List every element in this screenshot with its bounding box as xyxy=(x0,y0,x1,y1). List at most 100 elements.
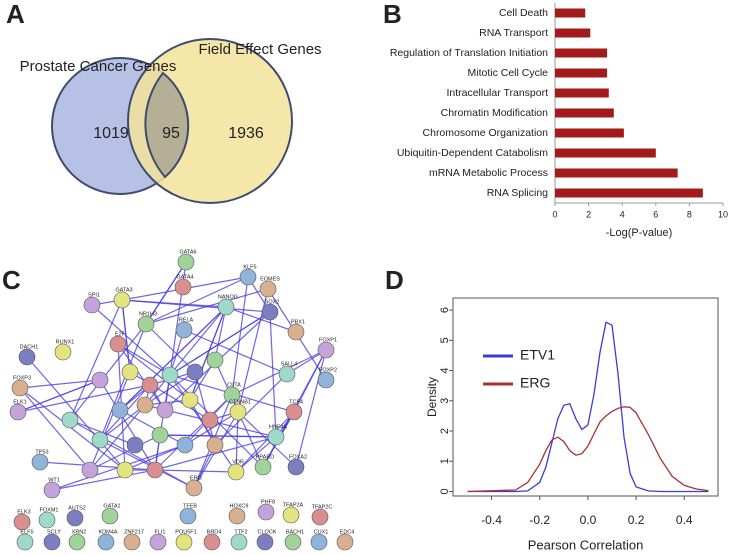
edge xyxy=(184,411,239,446)
y-tick-label: 6 xyxy=(439,307,451,313)
node-label: BACH1 xyxy=(286,529,304,535)
edge xyxy=(117,343,191,401)
panel-label: A xyxy=(6,0,25,29)
node xyxy=(185,479,203,497)
y-tick-label: 1 xyxy=(439,458,451,464)
y-tick-label: Chromosome Organization xyxy=(423,127,549,139)
node xyxy=(136,396,154,414)
node-label: GATA4 xyxy=(176,274,193,280)
edge xyxy=(269,311,277,438)
node xyxy=(259,280,277,298)
edge xyxy=(99,323,147,441)
venn-overlap xyxy=(144,71,190,179)
bar xyxy=(555,188,703,198)
node xyxy=(227,463,245,481)
node xyxy=(113,291,131,309)
bar xyxy=(555,88,609,98)
node xyxy=(81,461,99,479)
panel-label: D xyxy=(385,265,404,295)
y-tick-label: Chromatin Modification xyxy=(441,107,549,119)
node xyxy=(284,533,302,551)
node xyxy=(31,453,49,471)
x-tick-label: -0.2 xyxy=(529,513,550,527)
y-tick-label: RNA Transport xyxy=(479,27,548,39)
edge xyxy=(293,349,327,413)
node-label: TFAP2A xyxy=(283,502,304,508)
node-label: SALL4 xyxy=(281,361,298,367)
node xyxy=(278,365,296,383)
node-label: XRN2 xyxy=(72,529,87,535)
node-label: CIITA xyxy=(227,382,241,388)
edge xyxy=(235,436,277,473)
node-label: TFEB xyxy=(183,503,197,509)
bar xyxy=(555,68,608,78)
edge xyxy=(121,299,131,373)
bar xyxy=(555,8,586,18)
node xyxy=(267,428,285,446)
venn-set-label: Field Effect Genes xyxy=(198,41,321,58)
node-label: RELA xyxy=(179,317,194,323)
node-label: ZNF217 xyxy=(124,529,144,535)
node xyxy=(13,513,31,531)
panel-label: B xyxy=(383,0,402,29)
edge xyxy=(231,276,249,396)
node xyxy=(285,403,303,421)
line-series xyxy=(467,321,709,493)
node-label: FOXM1 xyxy=(40,507,59,513)
y-tick-label: Intracellular Transport xyxy=(446,87,548,99)
node-label: FOXP2 xyxy=(319,367,337,373)
node xyxy=(18,348,36,366)
node xyxy=(230,533,248,551)
node-label: CUX1 xyxy=(314,529,329,535)
venn-count: 1019 xyxy=(93,125,129,142)
node-label: TP53 xyxy=(35,449,48,455)
y-tick-label: 3 xyxy=(439,398,451,404)
bar xyxy=(555,108,614,118)
node-label: BRD4 xyxy=(207,529,222,535)
node xyxy=(91,431,109,449)
x-tick-label: 8 xyxy=(687,209,692,219)
legend-label: ERG xyxy=(520,375,550,391)
node xyxy=(217,298,235,316)
x-tick-label: 2 xyxy=(586,209,591,219)
edge xyxy=(89,404,146,471)
node xyxy=(61,411,79,429)
node xyxy=(181,391,199,409)
edge xyxy=(189,306,227,401)
x-tick-label: 0 xyxy=(552,209,557,219)
node-label: WT1 xyxy=(48,477,60,483)
y-tick-label: 5 xyxy=(439,337,451,343)
node-label: GATA1 xyxy=(103,503,120,509)
y-axis-label: Density xyxy=(425,377,439,417)
edge xyxy=(69,323,147,421)
bar xyxy=(555,28,591,38)
x-tick-label: -0.4 xyxy=(481,513,502,527)
node-label: ERG xyxy=(190,475,202,481)
node xyxy=(9,403,27,421)
edge xyxy=(39,461,156,471)
node-label: DACH1 xyxy=(20,344,39,350)
y-tick-label: Cell Death xyxy=(499,7,548,19)
node xyxy=(229,403,247,421)
node xyxy=(97,533,115,551)
edge xyxy=(89,371,131,471)
node-label: CLOCK xyxy=(258,529,277,535)
node xyxy=(161,366,179,384)
node xyxy=(146,461,164,479)
edge xyxy=(19,379,101,389)
node xyxy=(68,533,86,551)
node xyxy=(261,303,279,321)
edge xyxy=(295,349,327,468)
edge xyxy=(91,304,171,376)
node-label: NR1H3 xyxy=(139,311,157,317)
node xyxy=(151,426,169,444)
edge xyxy=(154,469,237,473)
node-label: SPI1 xyxy=(88,292,100,298)
node xyxy=(174,278,192,296)
node-label: CTNNB1 xyxy=(229,399,251,405)
node-label: EDC4 xyxy=(340,529,355,535)
node xyxy=(336,533,354,551)
node xyxy=(317,371,335,389)
node-label: FLI1 xyxy=(154,529,165,535)
edge xyxy=(235,411,295,473)
